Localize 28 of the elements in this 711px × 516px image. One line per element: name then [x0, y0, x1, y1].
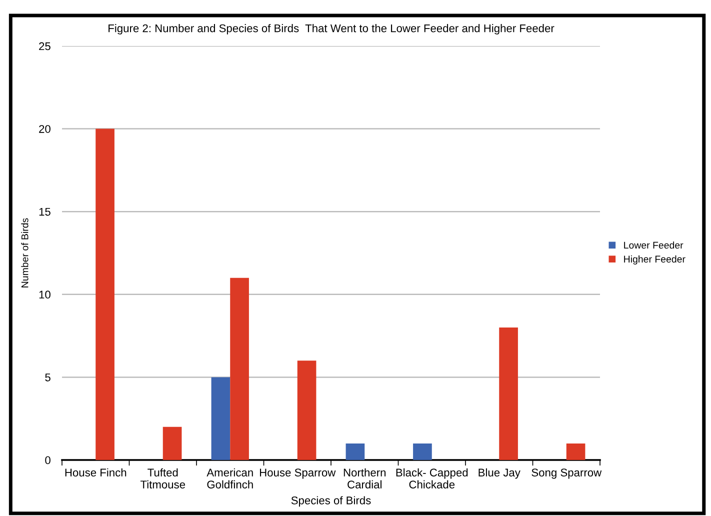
legend-label: Higher Feeder: [624, 255, 686, 264]
x-tick-label: Tufted Titmouse: [140, 468, 186, 488]
y-tick-label: 0: [45, 456, 50, 464]
x-tick-label: Song Sparrow: [532, 468, 602, 479]
bar: [346, 443, 365, 460]
x-tick-label: House Sparrow: [260, 468, 336, 479]
chart-title: Figure 2: Number and Species of Birds That Went to the Lower Feeder and Higher Feeder: [108, 24, 554, 34]
x-tick-label: Black- Capped Chickade: [396, 468, 468, 488]
y-tick-label: 5: [45, 374, 50, 382]
x-tick-label: House Finch: [65, 468, 126, 476]
legend-label: Lower Feeder: [624, 242, 684, 249]
bar: [566, 443, 586, 460]
bar: [230, 278, 249, 460]
y-tick-label: 25: [39, 42, 50, 50]
y-tick-label: 20: [39, 125, 50, 133]
x-tick-label: Northern Cardial: [344, 468, 386, 488]
x-tick-label: Blue Jay: [478, 468, 520, 479]
bar: [499, 328, 518, 460]
bar: [96, 128, 114, 460]
bar: [162, 426, 182, 460]
bar: [211, 377, 230, 460]
y-tick-label: 10: [39, 290, 50, 299]
bar: [413, 443, 432, 460]
x-axis-title: Species of Birds: [291, 496, 371, 507]
y-tick-label: 15: [39, 208, 50, 216]
y-axis-title: Number of Birds: [21, 218, 28, 288]
x-tick-label: American Goldfinch: [206, 468, 253, 488]
bar: [297, 360, 316, 460]
